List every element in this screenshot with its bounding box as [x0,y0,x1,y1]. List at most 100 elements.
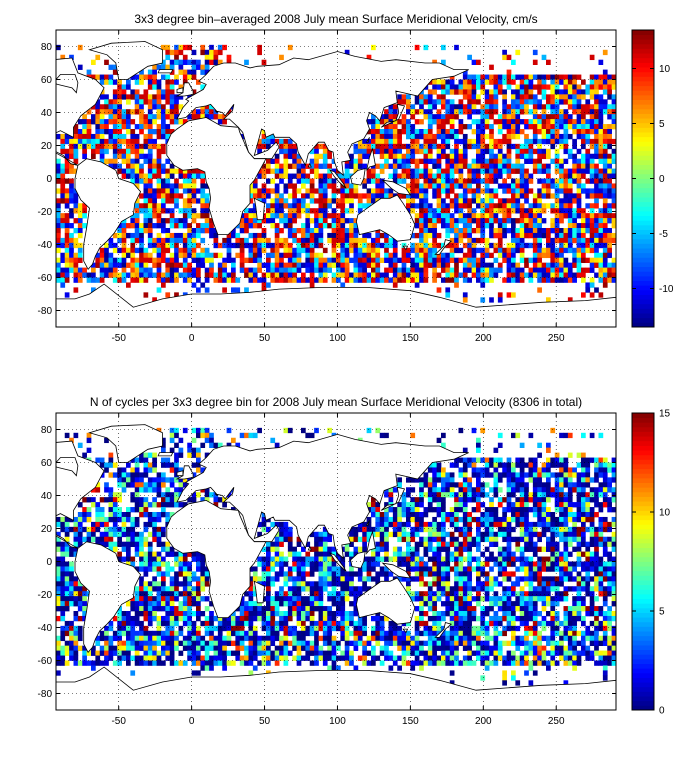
heatmap-cell [406,104,411,110]
heatmap-cell [462,158,468,164]
heatmap-cell [515,84,521,90]
heatmap-cell [366,198,372,204]
heatmap-cell [152,168,157,174]
heatmap-cell [309,252,315,259]
heatmap-cell [314,223,319,229]
heatmap-cell [502,507,507,513]
heatmap-cell [532,223,538,229]
heatmap-cell [594,242,599,249]
heatmap-cell [528,472,534,478]
heatmap-cell [327,213,332,219]
heatmap-cell [572,467,577,473]
heatmap-cell [388,507,394,513]
heatmap-cell [559,158,564,164]
heatmap-cell [104,541,109,547]
heatmap-cell [563,247,569,254]
heatmap-cell [445,228,451,234]
heatmap-cell [546,59,551,65]
heatmap-cell [419,247,424,254]
heatmap-cell [279,541,284,547]
heatmap-cell [77,521,83,528]
heatmap-cell [274,153,280,160]
heatmap-cell [397,507,402,513]
heatmap-cell [156,536,162,543]
heatmap-cell [554,99,560,105]
heatmap-cell [257,237,262,244]
heatmap-cell [121,477,127,483]
heatmap-cell [178,183,184,189]
heatmap-cell [147,462,153,468]
heatmap-cell [161,437,166,444]
heatmap-cell [226,109,232,115]
heatmap-cell [489,223,494,229]
heatmap-cell [384,148,389,155]
heatmap-cell [436,262,442,268]
heatmap-cell [515,272,521,278]
heatmap-cell [134,228,140,234]
heatmap-cell [550,462,556,468]
heatmap-cell [559,173,564,179]
heatmap-cell [366,521,372,528]
heatmap-cell [441,84,446,90]
heatmap-cell [161,64,166,70]
heatmap-cell [77,526,83,533]
heatmap-cell [581,462,586,468]
heatmap-cell [266,237,271,244]
heatmap-cell [371,119,376,125]
heatmap-cell [231,228,236,234]
heatmap-cell [69,252,74,259]
heatmap-cell [279,272,284,278]
heatmap-cell [432,183,437,189]
heatmap-cell [563,94,569,100]
heatmap-cell [528,477,534,483]
heatmap-cell [161,223,166,229]
heatmap-cell [419,213,424,219]
heatmap-cell [576,99,582,105]
heatmap-cell [117,163,122,169]
heatmap-cell [126,158,131,164]
heatmap-cell [191,109,197,115]
heatmap-cell [406,247,411,254]
heatmap-cell [563,516,569,523]
heatmap-cell [366,526,372,533]
heatmap-cell [410,536,416,543]
heatmap-cell [270,158,276,164]
heatmap-cell [598,148,604,155]
heatmap-cell [336,267,341,273]
heatmap-cell [458,546,464,552]
heatmap-cell [191,447,197,453]
heatmap-cell [436,99,442,105]
heatmap-cell [432,193,437,199]
heatmap-cell [502,232,507,239]
heatmap-cell [546,521,551,528]
heatmap-cell [397,193,402,199]
heatmap-cell [314,257,319,263]
heatmap-cell [169,119,175,125]
heatmap-cell [454,104,459,110]
heatmap-cell [441,546,446,552]
heatmap-cell [244,287,249,293]
heatmap-cell [77,119,83,125]
heatmap-cell [174,472,179,478]
heatmap-cell [139,69,144,75]
heatmap-cell [585,237,591,244]
heatmap-cell [126,94,131,100]
heatmap-cell [331,237,337,244]
heatmap-cell [104,104,109,110]
heatmap-cell [489,109,494,115]
heatmap-cell [165,546,171,552]
heatmap-cell [126,462,131,468]
heatmap-cell [406,183,411,189]
heatmap-cell [511,133,516,140]
heatmap-cell [493,109,499,115]
heatmap-cell [436,477,442,483]
heatmap-cell [126,84,131,90]
heatmap-cell [64,546,70,552]
heatmap-cell [528,94,534,100]
heatmap-cell [187,183,192,189]
heatmap-cell [60,277,66,283]
heatmap-cell [77,129,83,135]
heatmap-cell [296,252,302,259]
heatmap-cell [257,218,262,224]
heatmap-cell [537,477,542,483]
